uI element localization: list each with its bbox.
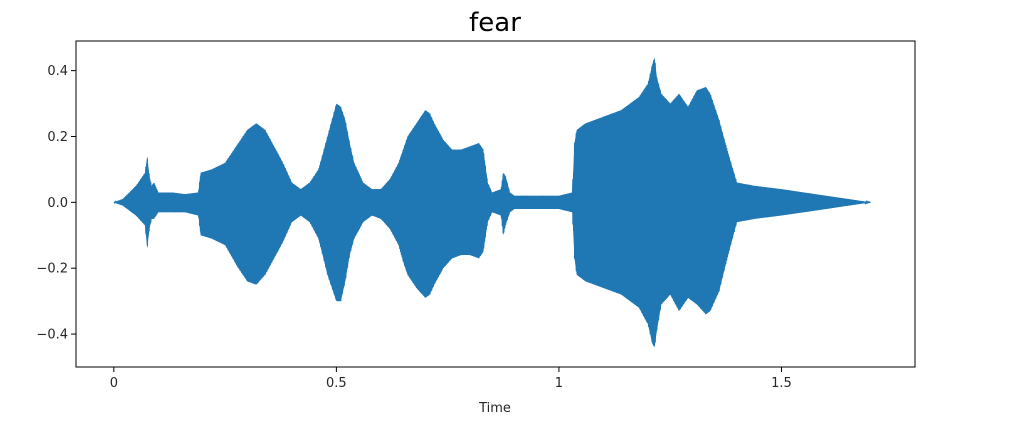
y-axis: 0.4 0.2 0.0 −0.2 −0.4 <box>36 64 76 343</box>
x-tick-label: 0 <box>110 376 118 391</box>
plot-frame <box>75 40 916 368</box>
plot-area <box>113 57 871 348</box>
x-tick-label: 1 <box>555 376 563 391</box>
y-tick-label: 0.2 <box>47 130 68 145</box>
x-axis: 0 0.5 1 1.5 <box>110 367 792 391</box>
x-tick-label: 0.5 <box>326 376 347 391</box>
x-axis-label: Time <box>478 401 511 416</box>
y-tick-label: −0.2 <box>36 262 68 277</box>
y-tick-label: 0.0 <box>47 196 68 211</box>
y-tick-label: 0.4 <box>47 64 68 79</box>
y-tick-label: −0.4 <box>36 328 68 343</box>
waveform-envelope-0 <box>113 57 871 348</box>
chart-title: fear <box>469 8 521 38</box>
x-tick-label: 1.5 <box>771 376 792 391</box>
